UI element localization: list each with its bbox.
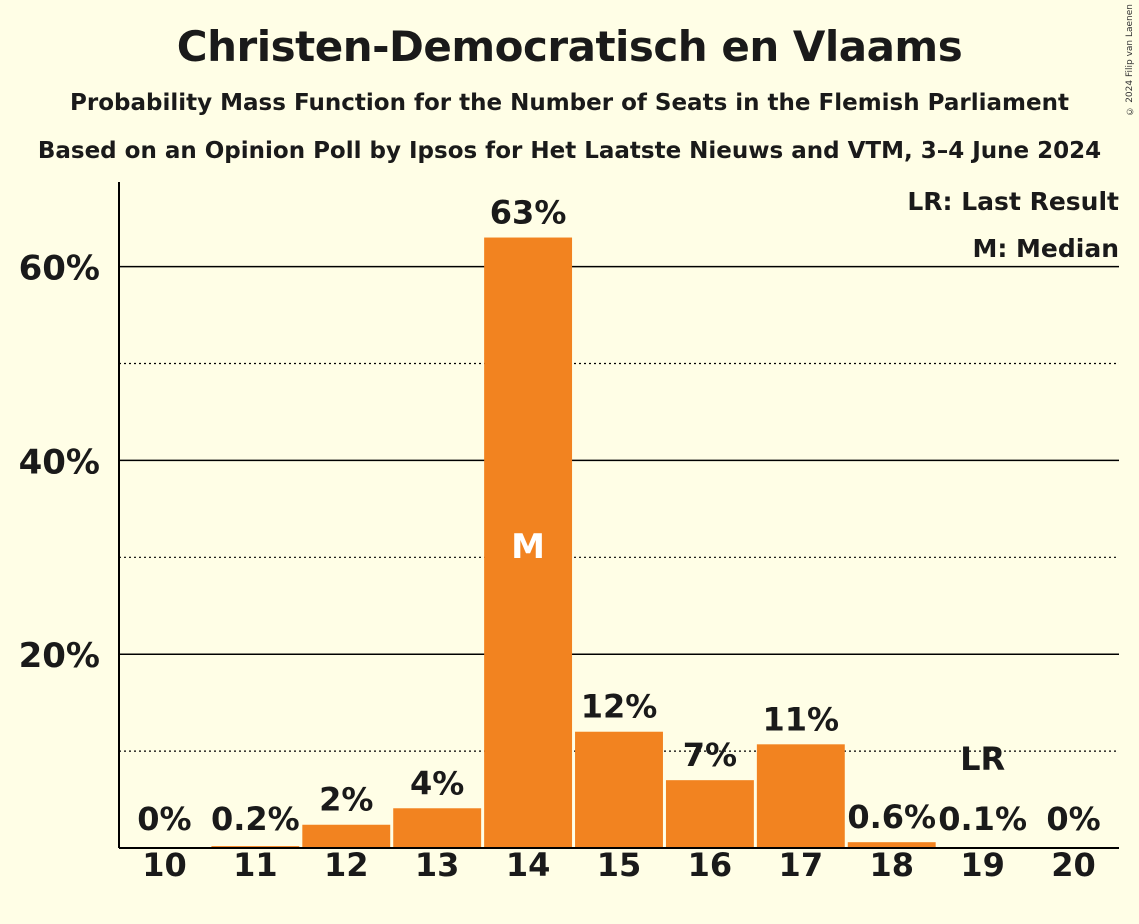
x-tick-label: 13 <box>415 846 460 884</box>
bar-15 <box>575 731 663 848</box>
legend-median: M: Median <box>972 234 1119 263</box>
x-tick-label: 10 <box>142 846 187 884</box>
value-label: 7% <box>683 736 737 774</box>
x-tick-label: 12 <box>324 846 369 884</box>
bar-18 <box>847 842 936 848</box>
chart-source-line: Based on an Opinion Poll by Ipsos for He… <box>37 138 1102 164</box>
value-label: 2% <box>319 781 373 819</box>
value-label: 0% <box>1046 800 1100 838</box>
y-tick-label: 20% <box>19 636 100 676</box>
gridlines <box>119 265 1119 752</box>
x-tick-label: 15 <box>597 846 642 884</box>
last-result-marker: LR <box>960 740 1005 778</box>
bar-14 <box>484 237 573 848</box>
bars <box>211 237 1027 848</box>
value-label: 63% <box>490 194 567 232</box>
x-tick-label: 19 <box>960 846 1005 884</box>
x-tick-label: 20 <box>1051 846 1096 884</box>
legend: LR: Last Result M: Median <box>907 187 1119 263</box>
median-marker: M <box>511 527 545 567</box>
axes: 20% 40% 60% 10 11 12 13 14 15 16 17 18 19 20 <box>19 182 1119 884</box>
chart-subtitle: Probability Mass Function for the Number… <box>70 90 1069 116</box>
y-tick-label: 40% <box>19 442 100 482</box>
y-tick-label: 60% <box>19 249 100 289</box>
value-label: 11% <box>763 700 840 738</box>
x-tick-label: 14 <box>506 846 551 884</box>
value-label: 0.2% <box>211 800 300 838</box>
value-label: 12% <box>581 688 658 726</box>
bar-12 <box>302 824 391 848</box>
value-label: 0% <box>137 800 191 838</box>
x-tick-label: 16 <box>688 846 733 884</box>
x-tick-label: 11 <box>233 846 278 884</box>
bar-17 <box>756 744 845 848</box>
value-label: 0.6% <box>847 798 936 836</box>
value-label: 0.1% <box>938 800 1027 838</box>
legend-last-result: LR: Last Result <box>907 187 1119 216</box>
value-labels: 0% 0.2% 2% 4% 63% M 12% 7% 11% 0.6% 0.1% LR 0% <box>137 194 1100 838</box>
x-tick-label: 18 <box>869 846 914 884</box>
x-tick-label: 17 <box>779 846 824 884</box>
value-label: 4% <box>410 764 464 802</box>
bar-13 <box>393 808 482 848</box>
chart-title: Christen-Democratisch en Vlaams <box>176 22 963 71</box>
bar-16 <box>665 780 754 848</box>
